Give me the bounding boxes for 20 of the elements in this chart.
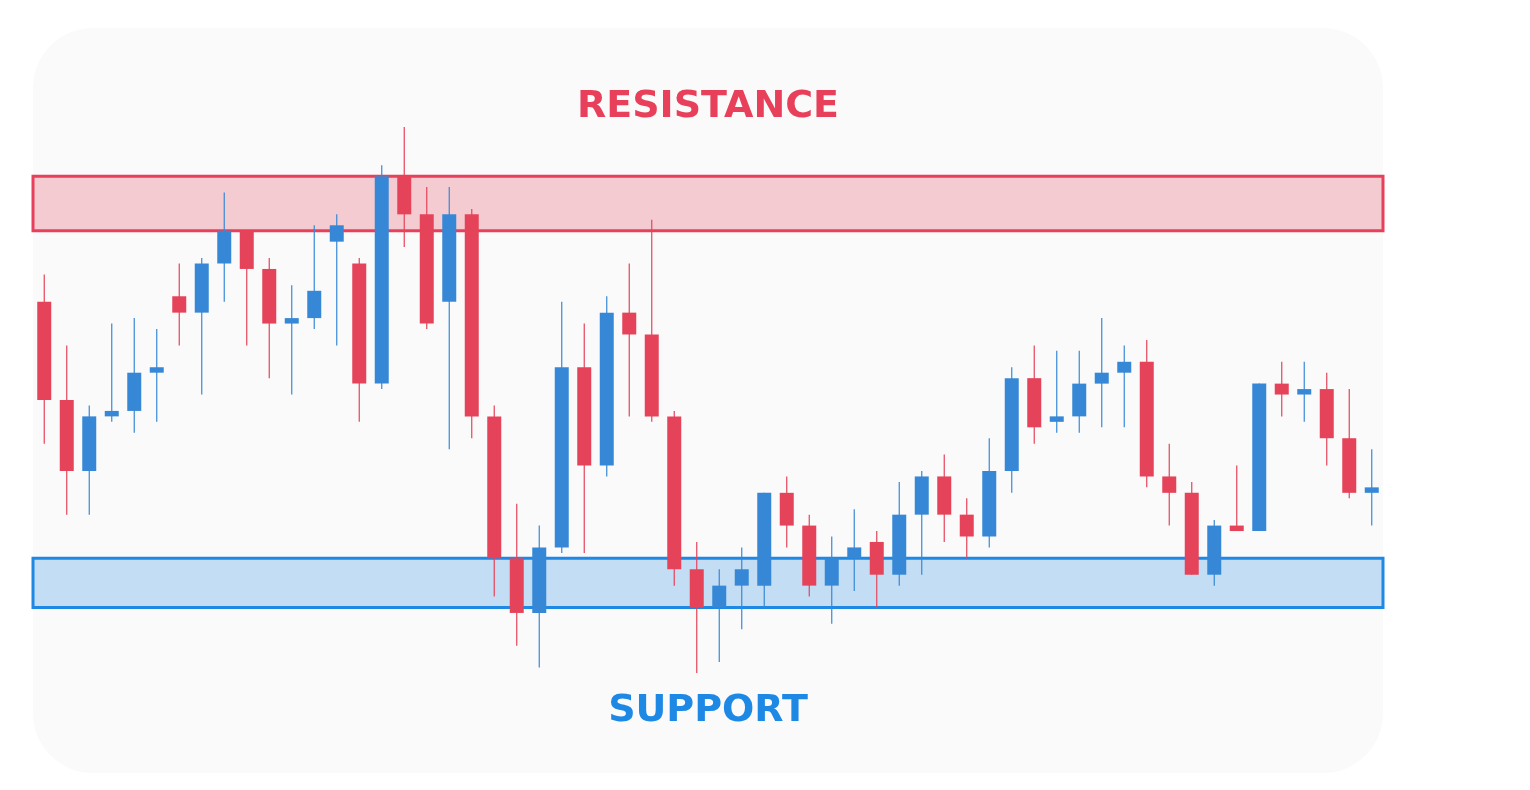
candlestick <box>712 568 727 663</box>
candlestick <box>1094 317 1109 428</box>
candlestick <box>1274 361 1289 417</box>
candlestick <box>1297 361 1312 423</box>
candlestick <box>1229 464 1244 532</box>
candlestick <box>622 262 637 417</box>
candlestick <box>847 508 862 592</box>
band-label: SUPPORT <box>608 685 808 730</box>
candlestick <box>1162 443 1177 527</box>
candlestick <box>1049 350 1064 434</box>
candlestick <box>149 328 164 423</box>
candlestick <box>104 322 119 423</box>
candlestick <box>734 546 749 630</box>
candlestick <box>284 284 299 396</box>
candlestick <box>1117 344 1132 428</box>
candlestick <box>1364 448 1379 527</box>
candlestick <box>172 262 187 346</box>
band-label: RESISTANCE <box>576 81 840 126</box>
candlestick <box>329 213 344 346</box>
candlestick <box>959 497 974 559</box>
